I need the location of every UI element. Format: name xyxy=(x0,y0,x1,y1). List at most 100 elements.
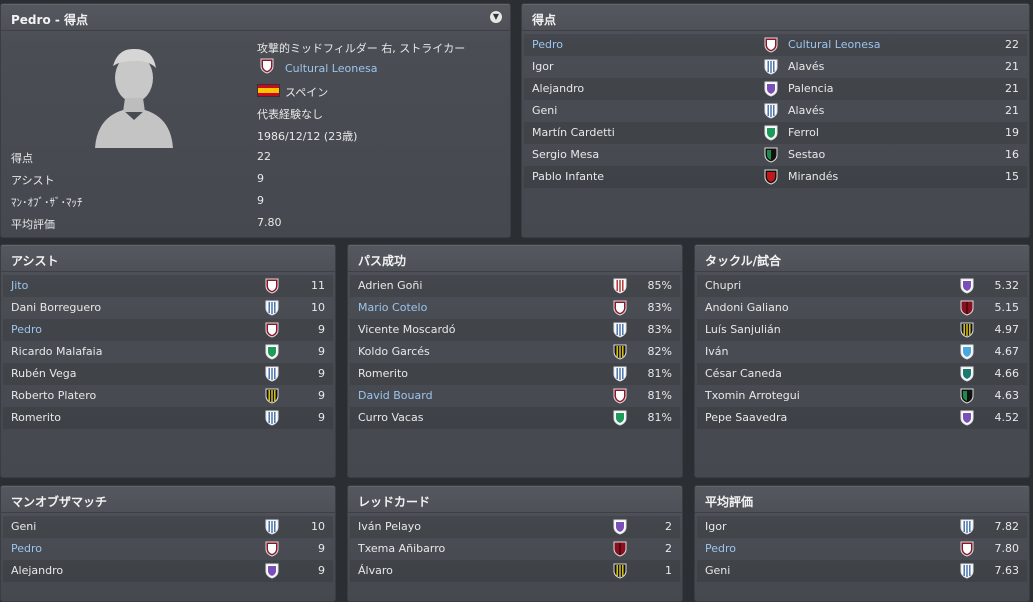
panel-title: マンオブザマッチ xyxy=(11,495,108,509)
player-name[interactable]: Pedro xyxy=(11,323,43,336)
table-row[interactable]: Sergio Mesa Sestao 16 xyxy=(524,144,1027,166)
table-row[interactable]: Igor 7.82 xyxy=(697,516,1027,538)
table-row[interactable]: Martín Cardetti Ferrol 19 xyxy=(524,122,1027,144)
club-name[interactable]: Cultural Leonesa xyxy=(788,38,881,51)
table-row[interactable]: Alejandro 9 xyxy=(3,560,333,582)
stat-value: 21 xyxy=(1005,60,1019,73)
table-row[interactable]: Iván 4.67 xyxy=(697,341,1027,363)
stat-value: 9 xyxy=(318,411,325,424)
table-row[interactable]: Andoni Galiano 5.15 xyxy=(697,297,1027,319)
table-row[interactable]: Pedro 7.80 xyxy=(697,538,1027,560)
table-row[interactable]: Ricardo Malafaia 9 xyxy=(3,341,333,363)
player-name: Andoni Galiano xyxy=(705,301,789,314)
stat-value: 9 xyxy=(318,542,325,555)
stat-value: 2 xyxy=(665,520,672,533)
table-row[interactable]: Txema Añibarro 2 xyxy=(350,538,680,560)
club-shield-icon xyxy=(265,410,279,426)
table-row[interactable]: Iván Pelayo 2 xyxy=(350,516,680,538)
stat-value: 7.80 xyxy=(994,542,1020,555)
player-name: Romerito xyxy=(358,367,408,380)
table-row[interactable]: Rubén Vega 9 xyxy=(3,363,333,385)
stat-value: 7.80 xyxy=(257,216,282,229)
stat-value: 4.66 xyxy=(994,367,1020,380)
table-row[interactable]: Geni Alavés 21 xyxy=(524,100,1027,122)
player-position: 攻撃的ミッドフィルダー 右, ストライカー xyxy=(257,42,466,55)
table-row[interactable]: Luís Sanjulián 4.97 xyxy=(697,319,1027,341)
player-name[interactable]: Pedro xyxy=(11,542,43,555)
player-name[interactable]: Pedro xyxy=(705,542,737,555)
stat-value: 4.67 xyxy=(994,345,1020,358)
player-name: Pepe Saavedra xyxy=(705,411,788,424)
table-row[interactable]: Geni 10 xyxy=(3,516,333,538)
panel-title: パス成功 xyxy=(358,254,407,268)
table-row[interactable]: César Caneda 4.66 xyxy=(697,363,1027,385)
club-shield-icon xyxy=(764,169,778,185)
table-row[interactable]: Chupri 5.32 xyxy=(697,275,1027,297)
table-row[interactable]: Pedro Cultural Leonesa 22 xyxy=(524,34,1027,56)
player-name: Igor xyxy=(532,60,554,73)
table-row[interactable]: Mario Cotelo 83% xyxy=(350,297,680,319)
stat-value: 9 xyxy=(318,345,325,358)
table-row[interactable]: Adrien Goñi 85% xyxy=(350,275,680,297)
player-name[interactable]: Pedro xyxy=(532,38,564,51)
player-name: Vicente Moscardó xyxy=(358,323,456,336)
player-name[interactable]: David Bouard xyxy=(358,389,433,402)
player-name[interactable]: Mario Cotelo xyxy=(358,301,428,314)
table-row[interactable]: Pablo Infante Mirandés 15 xyxy=(524,166,1027,188)
club-shield-icon xyxy=(265,278,279,294)
club-shield-icon xyxy=(613,410,627,426)
stat-value: 4.52 xyxy=(994,411,1020,424)
player-profile-panel: Pedro - 得点 ▼ 攻撃的ミッドフィルダー 右, ストライカー Cultu… xyxy=(0,3,511,238)
table-row[interactable]: Dani Borreguero 10 xyxy=(3,297,333,319)
club-shield-icon xyxy=(265,322,279,338)
table-row[interactable]: Txomin Arrotegui 4.63 xyxy=(697,385,1027,407)
club-shield-icon xyxy=(613,322,627,338)
divider xyxy=(695,512,1029,513)
stat-value: 4.63 xyxy=(994,389,1020,402)
club-shield-icon xyxy=(260,58,274,74)
table-row[interactable]: David Bouard 81% xyxy=(350,385,680,407)
panel-title: Pedro - 得点 xyxy=(11,13,89,27)
table-row[interactable]: Alejandro Palencia 21 xyxy=(524,78,1027,100)
club-shield-icon xyxy=(764,81,778,97)
player-name[interactable]: Jito xyxy=(11,279,29,292)
player-name: Alejandro xyxy=(532,82,585,95)
club-shield-icon xyxy=(960,344,974,360)
stat-value: 83% xyxy=(647,301,672,314)
table-row[interactable]: Curro Vacas 81% xyxy=(350,407,680,429)
table-row[interactable]: Pepe Saavedra 4.52 xyxy=(697,407,1027,429)
divider xyxy=(1,271,335,272)
player-name: Sergio Mesa xyxy=(532,148,600,161)
club-shield-icon xyxy=(960,366,974,382)
club-shield-icon xyxy=(613,300,627,316)
table-row[interactable]: Romerito 81% xyxy=(350,363,680,385)
table-row[interactable]: Koldo Garcés 82% xyxy=(350,341,680,363)
divider xyxy=(348,271,682,272)
player-name: Geni xyxy=(532,104,558,117)
table-row[interactable]: Vicente Moscardó 83% xyxy=(350,319,680,341)
player-name: Alejandro xyxy=(11,564,64,577)
club-shield-icon xyxy=(613,541,627,557)
table-row[interactable]: Romerito 9 xyxy=(3,407,333,429)
club-shield-icon xyxy=(764,59,778,75)
pass-completion-panel: パス成功 Adrien Goñi 85% Mario Cotelo 83% Vicent… xyxy=(347,244,683,478)
table-row[interactable]: Pedro 9 xyxy=(3,538,333,560)
table-row[interactable]: Roberto Platero 9 xyxy=(3,385,333,407)
club-shield-icon xyxy=(960,278,974,294)
table-row[interactable]: Geni 7.63 xyxy=(697,560,1027,582)
stat-value: 7.63 xyxy=(994,564,1020,577)
player-nation: スペイン xyxy=(285,86,329,99)
club-name: Ferrol xyxy=(788,126,819,139)
table-row[interactable]: Pedro 9 xyxy=(3,319,333,341)
assists-panel: アシスト Jito 11 Dani Borreguero 10 Pedro 9 Ricard… xyxy=(0,244,336,478)
club-shield-icon xyxy=(613,278,627,294)
stat-value: 22 xyxy=(257,150,271,163)
table-row[interactable]: Igor Alavés 21 xyxy=(524,56,1027,78)
club-shield-icon xyxy=(613,366,627,382)
dropdown-icon[interactable]: ▼ xyxy=(490,11,502,23)
spain-flag-icon xyxy=(257,84,280,97)
stat-value: 4.97 xyxy=(994,323,1020,336)
table-row[interactable]: Álvaro 1 xyxy=(350,560,680,582)
table-row[interactable]: Jito 11 xyxy=(3,275,333,297)
player-club-link[interactable]: Cultural Leonesa xyxy=(285,62,378,75)
